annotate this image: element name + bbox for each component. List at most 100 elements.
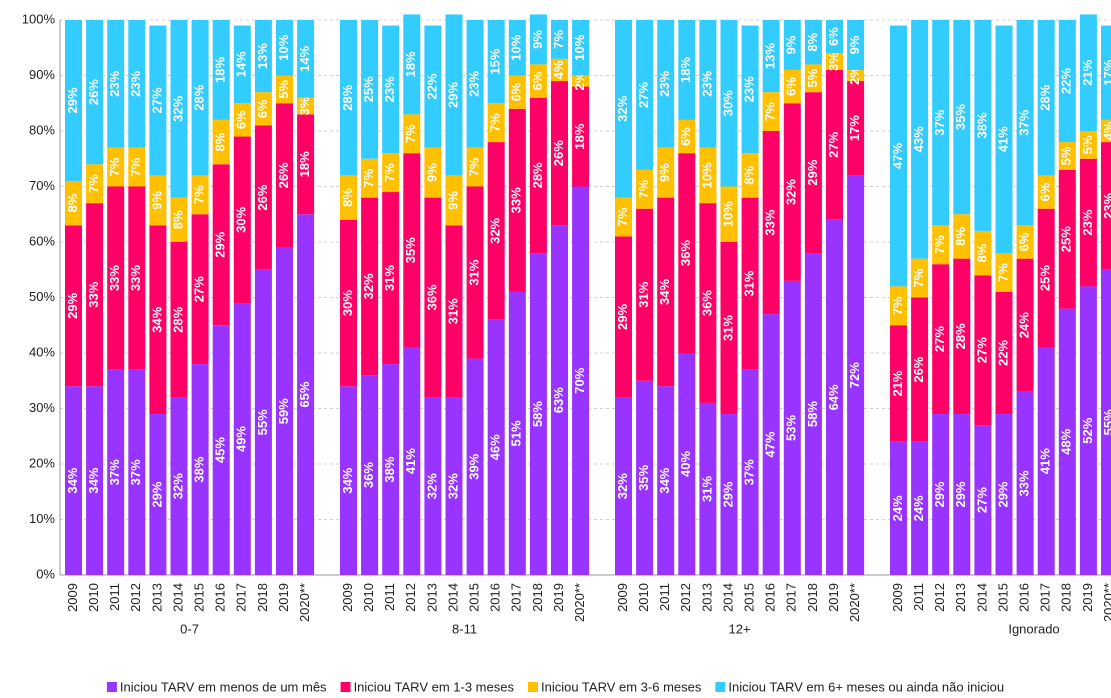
bar-segment [699,402,717,575]
value-label: 7% [382,163,397,182]
y-tick-label: 0% [36,566,55,581]
bar-segment [572,75,590,87]
value-label: 29% [213,231,228,257]
value-label: 36% [678,240,693,266]
value-label: 6% [784,77,799,96]
x-tick-label: 2016 [1017,583,1032,612]
x-tick-label: 2015 [467,583,482,612]
bar-segment [212,119,230,165]
bar-segment [932,20,950,226]
value-label: 29% [149,481,164,507]
bar-segment [276,20,293,76]
value-label: 23% [467,70,482,96]
value-label: 8% [213,132,228,151]
value-label: 33% [86,281,101,307]
value-label: 33% [128,265,143,291]
bar-segment [932,225,950,265]
x-tick-label: 2013 [424,583,439,612]
value-label: 18% [213,57,228,83]
bar-segment [382,153,400,193]
value-label: 25% [1059,226,1074,252]
bar-segment [233,303,251,575]
bar-segment [170,20,188,198]
bar-segment [572,186,590,575]
bar-segment [65,225,82,387]
value-label: 41% [1038,448,1053,474]
bar-segment [65,386,82,575]
value-label: 10% [572,34,587,60]
value-label: 7% [890,296,905,315]
value-label: 2% [572,71,587,90]
bar-segment [572,20,590,76]
value-label: 33% [509,187,524,213]
y-tick-label: 100% [22,11,56,26]
bar-segment [487,103,505,143]
bar-segment [551,58,568,82]
value-label: 3% [297,96,312,115]
legend-label: Iniciou TARV em 3-6 meses [541,679,702,694]
bar-segment [636,20,654,170]
bar-segment [212,20,230,120]
bar-segment [107,369,125,575]
value-label: 41% [403,448,418,474]
x-tick-label: 2011 [382,583,397,611]
bar-segment [890,441,907,575]
value-label: 6% [530,71,545,90]
bar-segment [107,147,125,187]
value-label: 6% [1017,232,1032,251]
bar-segment [1016,20,1034,226]
bar-segment [424,147,442,198]
legend-swatch [715,682,726,692]
bar-segment [995,414,1013,575]
bar-segment [657,197,675,387]
bar-segment [445,175,463,226]
value-label: 27% [149,87,164,113]
x-tick-label: 2014 [445,583,460,612]
value-label: 32% [424,473,439,499]
bar-segment [551,225,568,575]
value-label: 10% [509,34,524,60]
value-label: 8% [805,32,820,51]
x-tick-label: 2009 [65,583,80,612]
value-label: 21% [890,370,905,396]
bar-segment [382,192,400,365]
bar-segment [615,397,632,575]
value-label: 38% [192,456,207,482]
value-label: 7% [86,174,101,193]
bar-segment [1016,225,1034,259]
legend-swatch [340,682,351,692]
value-label: 31% [467,259,482,285]
value-label: 4% [1101,121,1111,140]
value-label: 49% [234,426,249,452]
x-tick-label: 2017 [784,583,799,612]
value-label: 8% [974,243,989,262]
bar-segment [657,20,675,148]
value-label: 10% [699,162,714,188]
value-label: 18% [403,51,418,77]
bar-segment [1058,20,1076,143]
bar-segment [361,158,379,198]
value-label: 38% [382,456,397,482]
value-label: 39% [467,453,482,479]
value-label: 9% [445,191,460,210]
value-label: 7% [107,157,122,176]
bar-segment [932,414,950,575]
value-label: 26% [86,79,101,105]
value-label: 7% [995,263,1010,282]
value-label: 35% [953,104,968,130]
bar-segment [995,25,1013,254]
value-label: 7% [763,102,778,121]
bar-segment [826,53,843,70]
value-label: 34% [86,467,101,493]
group-label: 12+ [729,621,751,636]
value-label: 8% [65,193,80,212]
value-label: 35% [403,237,418,263]
bar-segment [233,25,251,104]
x-tick-label: 2009 [340,583,355,612]
value-label: 27% [192,276,207,302]
bar-segment [86,164,104,204]
value-label: 26% [911,356,926,382]
value-label: 21% [1080,59,1095,85]
x-tick-label: 2018 [255,583,270,612]
